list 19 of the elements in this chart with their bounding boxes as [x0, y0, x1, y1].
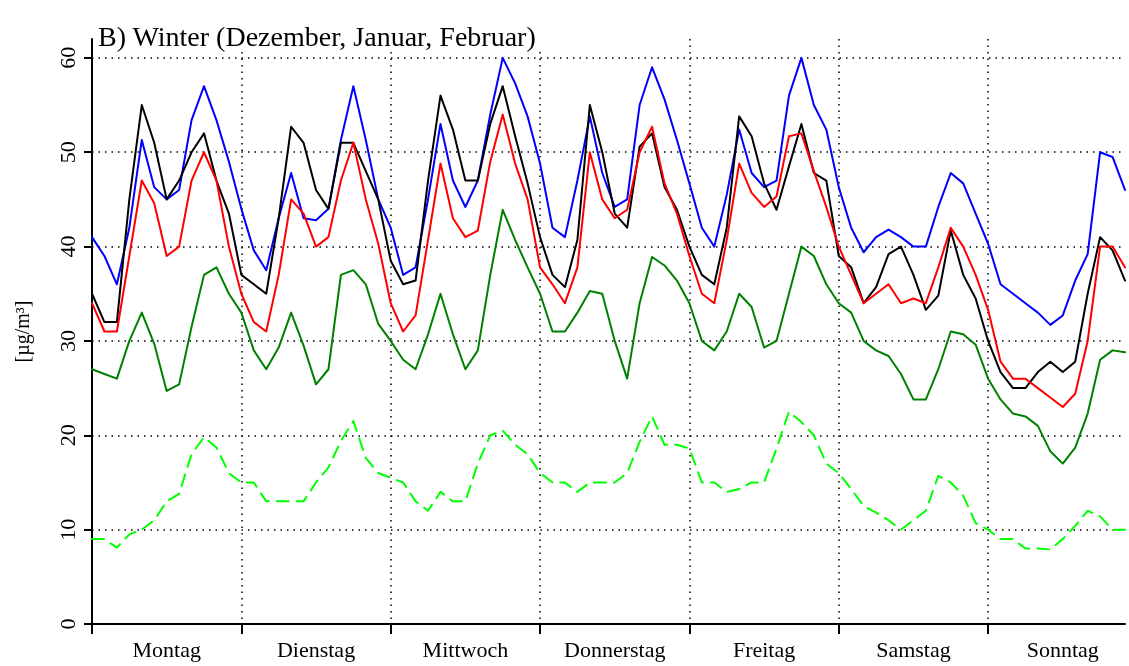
y-tick-label: 10: [54, 518, 80, 541]
x-tick-label: Montag: [132, 636, 201, 662]
x-tick-label: Samstag: [876, 636, 951, 662]
y-axis-title: [µg/m³]: [11, 300, 34, 363]
y-tick-label: 20: [54, 424, 80, 447]
x-tick-label: Donnerstag: [564, 636, 666, 662]
y-tick-label: 0: [54, 618, 80, 630]
y-tick-label: 30: [54, 329, 80, 352]
line-series: [91, 56, 1126, 326]
x-tick-label: Mittwoch: [422, 636, 509, 662]
chart-title: B) Winter (Dezember, Januar, Februar): [98, 20, 536, 52]
line-series: [91, 410, 1126, 551]
y-tick-label: 50: [54, 141, 80, 164]
x-tick-label: Sonntag: [1026, 636, 1099, 662]
x-tick-label: Dienstag: [276, 636, 356, 662]
x-tick-label: Freitag: [732, 636, 796, 662]
line-series: [91, 208, 1126, 465]
y-tick-label: 60: [54, 46, 80, 69]
y-tick-label: 40: [54, 235, 80, 258]
